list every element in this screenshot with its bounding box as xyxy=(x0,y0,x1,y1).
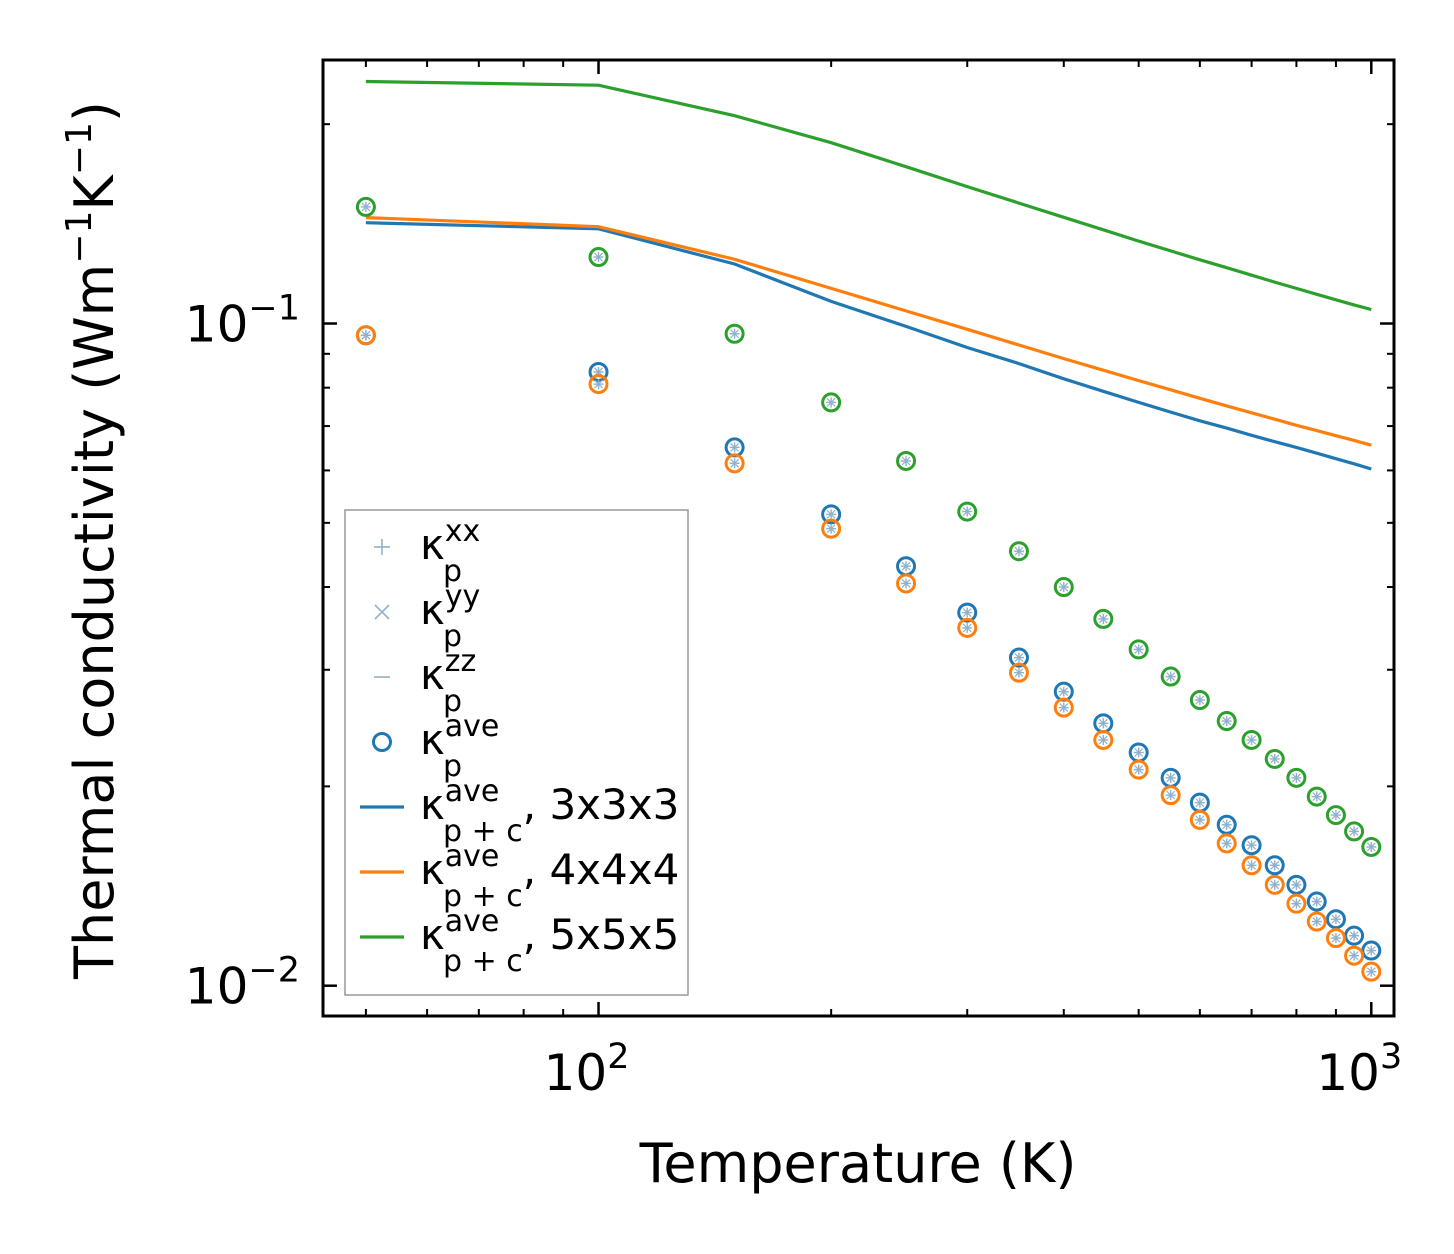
data-point xyxy=(1361,836,1382,857)
data-point xyxy=(1344,945,1365,966)
data-point xyxy=(1189,690,1210,711)
data-point xyxy=(1216,833,1237,854)
data-point xyxy=(1128,639,1149,660)
series-line-1 xyxy=(365,221,1372,471)
legend-label: κzz p xyxy=(420,644,476,719)
data-point xyxy=(588,247,609,268)
series-line-3 xyxy=(365,79,1372,312)
legend-entry: κxx p xyxy=(374,514,480,589)
data-point xyxy=(1264,748,1285,769)
legend-entry: κzz p xyxy=(374,644,476,719)
data-point xyxy=(1306,911,1327,932)
data-point xyxy=(1361,940,1382,961)
data-point xyxy=(1325,805,1346,826)
data-point xyxy=(1008,541,1029,562)
data-point xyxy=(821,518,842,539)
legend-entry: κave p + c, 3x3x3 xyxy=(360,774,679,849)
data-point xyxy=(1325,909,1346,930)
data-point xyxy=(1008,662,1029,683)
x-tick-label: 103 xyxy=(1316,1037,1402,1102)
data-point xyxy=(1160,767,1181,788)
y-axis-label-exp-2: −1 xyxy=(59,122,100,175)
data-point xyxy=(1008,647,1029,668)
data-point xyxy=(1286,874,1307,895)
data-point xyxy=(957,602,978,623)
x-tick-label: 102 xyxy=(544,1037,630,1102)
y-tick-label: 10−2 xyxy=(185,951,300,1016)
y-axis-label: Thermal conductivity (Wm−1K−1) xyxy=(59,101,126,980)
data-point xyxy=(1093,729,1114,750)
data-point xyxy=(1216,814,1237,835)
legend-entry: κave p xyxy=(372,709,499,784)
legend-entry: κave p + c, 4x4x4 xyxy=(360,839,679,914)
legend-label: κave p xyxy=(420,709,499,784)
legend-label: κave p + c, 5x5x5 xyxy=(420,904,679,979)
legend-label: κyy p xyxy=(420,579,480,654)
data-point xyxy=(896,573,917,594)
data-point xyxy=(896,450,917,471)
data-point xyxy=(1306,891,1327,912)
data-point xyxy=(1053,697,1074,718)
data-point xyxy=(1160,666,1181,687)
y-axis-label-text: Thermal conductivity xyxy=(63,408,126,980)
data-point xyxy=(1241,855,1262,876)
axes-frame xyxy=(321,58,1396,1018)
data-point xyxy=(821,392,842,413)
x-axis-label: Temperature (K) xyxy=(639,1132,1077,1195)
circle-marker-icon xyxy=(372,732,392,752)
data-point xyxy=(355,196,376,217)
data-point xyxy=(1306,786,1327,807)
y-axis-label-units-1: (Wm xyxy=(63,264,126,391)
data-point xyxy=(1128,759,1149,780)
y-axis-label-exp-1: −1 xyxy=(59,211,100,264)
data-point xyxy=(821,504,842,525)
data-point xyxy=(1241,835,1262,856)
data-point xyxy=(1286,767,1307,788)
data-point xyxy=(1344,821,1365,842)
data-point xyxy=(1264,855,1285,876)
data-point xyxy=(1093,608,1114,629)
data-point xyxy=(355,325,376,346)
legend-entry: κyy p xyxy=(374,579,480,654)
data-point xyxy=(1189,809,1210,830)
data-point xyxy=(588,374,609,395)
data-point xyxy=(724,453,745,474)
legend-label: κxx p xyxy=(420,514,480,589)
cross-marker-icon-stem xyxy=(374,604,390,620)
y-axis-label-units-2: K xyxy=(63,174,126,211)
plot-area xyxy=(355,79,1382,982)
legend-label: κave p + c, 4x4x4 xyxy=(420,839,679,914)
data-point xyxy=(1241,729,1262,750)
data-point xyxy=(957,617,978,638)
data-point xyxy=(1361,961,1382,982)
y-tick-label: 10−1 xyxy=(185,289,300,354)
data-point xyxy=(1264,874,1285,895)
data-point xyxy=(724,323,745,344)
data-point xyxy=(1053,577,1074,598)
legend-entry: κave p + c, 5x5x5 xyxy=(360,904,679,979)
data-point xyxy=(1216,711,1237,732)
data-point xyxy=(1325,928,1346,949)
plot-clip-group xyxy=(355,79,1382,982)
data-point xyxy=(957,501,978,522)
series-line-2 xyxy=(365,216,1372,447)
axes: 102 103 10−2 10−1 xyxy=(185,58,1402,1102)
legend-label: κave p + c, 3x3x3 xyxy=(420,774,679,849)
y-axis-label-close: ) xyxy=(63,101,126,122)
data-point xyxy=(1160,785,1181,806)
legend-box xyxy=(344,509,689,996)
data-point xyxy=(1286,893,1307,914)
